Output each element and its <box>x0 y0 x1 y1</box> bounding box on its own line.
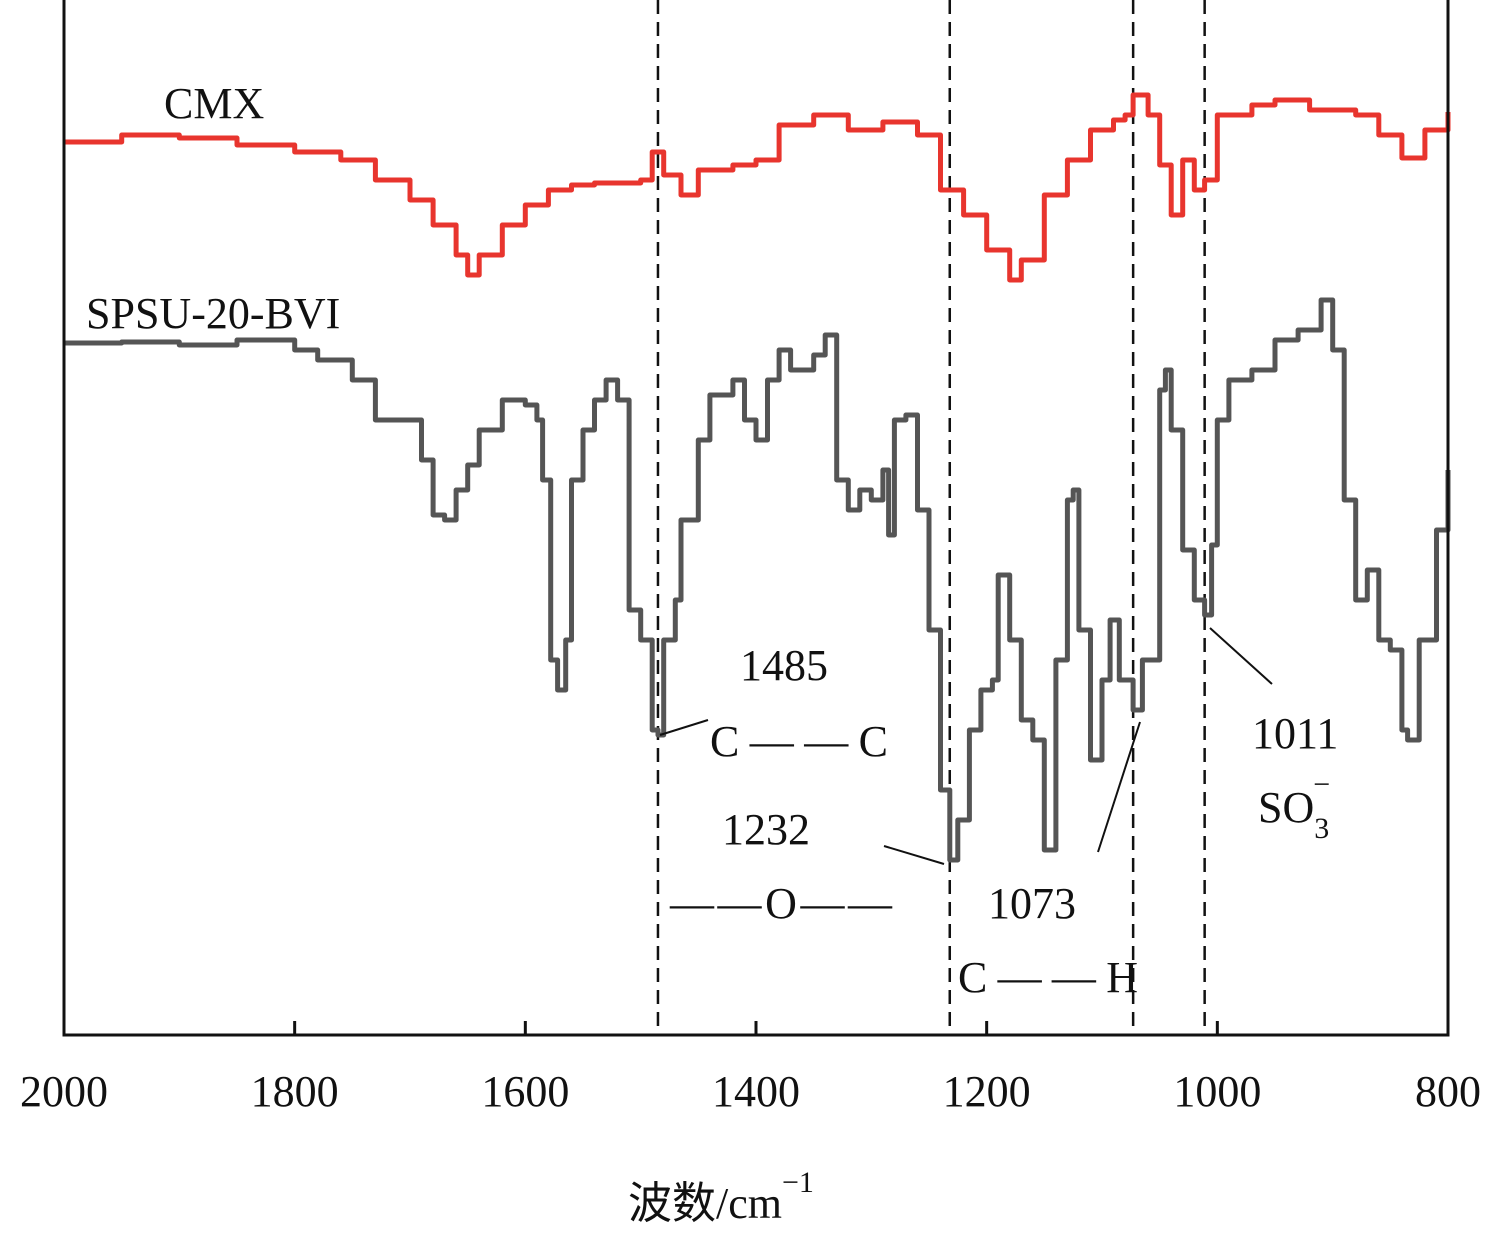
x-tick-label-1600: 1600 <box>481 1067 569 1116</box>
x-axis-label: 波数/cm−1 <box>628 1166 814 1228</box>
series-line-spsu-20-bvi <box>64 297 1451 863</box>
legend-label-spsu: SPSU-20-BVI <box>86 289 340 338</box>
annotation-1011-value: 1011 <box>1252 709 1338 758</box>
series-line-cmx <box>64 92 1451 283</box>
x-tick-label-1800: 1800 <box>251 1067 339 1116</box>
annotation-1011: 1011 SO3− <box>1209 627 1338 845</box>
annotation-1232-value: 1232 <box>722 805 810 854</box>
x-tick-label-800: 800 <box>1415 1067 1481 1116</box>
reference-lines <box>656 0 1206 1035</box>
annotation-1485: 1485 C——C <box>659 641 888 766</box>
annotation-1011-leader <box>1209 627 1273 685</box>
annotation-1485-value: 1485 <box>740 641 828 690</box>
series-group <box>64 92 1451 863</box>
annotation-1232: 1232 ——O—— <box>669 805 945 928</box>
annotation-1073-value: 1073 <box>988 879 1076 928</box>
x-tick-label-1200: 1200 <box>943 1067 1031 1116</box>
annotation-1232-leader <box>883 845 945 865</box>
x-tick-label-2000: 2000 <box>20 1067 108 1116</box>
annotation-1485-leader <box>659 719 709 736</box>
annotation-1232-group: ——O—— <box>669 879 893 928</box>
annotation-1073-leader <box>1097 721 1141 853</box>
annotation-1073-group: C——H <box>958 953 1138 1002</box>
legend-label-cmx: CMX <box>164 79 264 128</box>
x-ticks: 2000 1800 1600 1400 1200 1000 800 <box>20 1021 1481 1116</box>
annotation-1011-group: SO3− <box>1258 768 1330 845</box>
annotation-1073: 1073 C——H <box>958 721 1141 1002</box>
annotation-1485-group: C——C <box>710 717 888 766</box>
x-tick-label-1000: 1000 <box>1173 1067 1261 1116</box>
x-tick-label-1400: 1400 <box>712 1067 800 1116</box>
